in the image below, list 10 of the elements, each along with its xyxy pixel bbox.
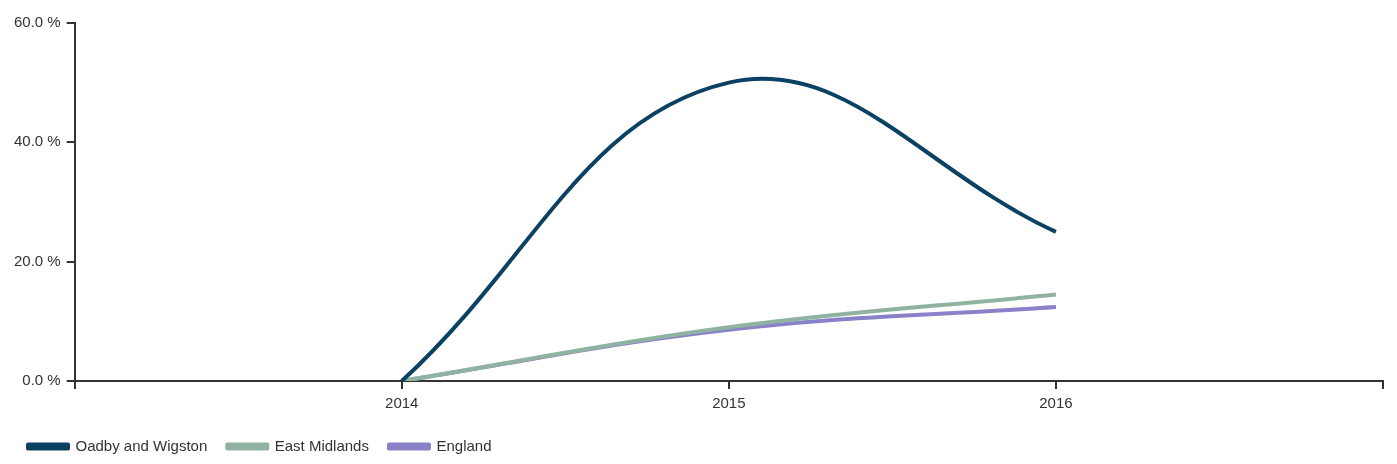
y-tick-label: 60.0 % <box>14 13 61 31</box>
legend-label: Oadby and Wigston <box>75 436 208 454</box>
legend-label: East Midlands <box>274 436 369 454</box>
legend-label: England <box>436 436 492 454</box>
x-tick-label: 2014 <box>385 394 419 412</box>
y-tick-label: 0.0 % <box>22 371 61 389</box>
y-tick-label: 40.0 % <box>14 132 61 150</box>
x-tick-label: 2015 <box>712 394 746 412</box>
y-tick-label: 20.0 % <box>14 251 61 269</box>
x-tick-label: 2016 <box>1039 394 1073 412</box>
